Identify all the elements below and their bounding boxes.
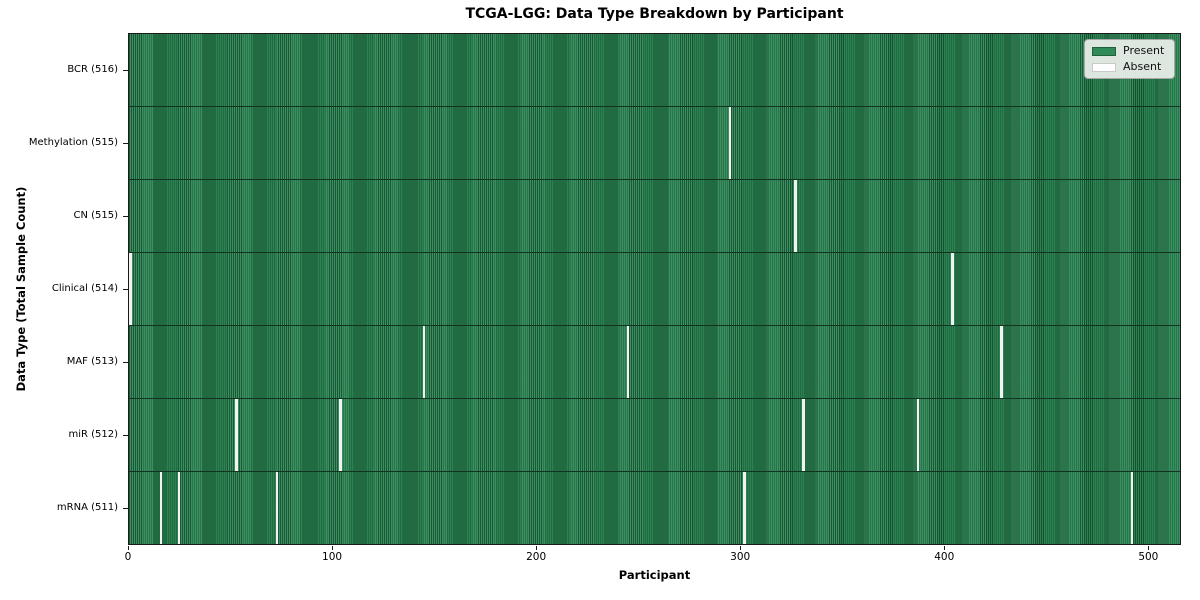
- absent-gap: [422, 326, 426, 398]
- heatmap-row-maf: [129, 325, 1180, 398]
- chart-title: TCGA-LGG: Data Type Breakdown by Partici…: [465, 6, 844, 22]
- absent-gap: [626, 326, 630, 398]
- y-tick-label: Methylation (515): [28, 136, 118, 148]
- x-tick-mark: [740, 546, 742, 550]
- legend-label-absent: Absent: [1123, 60, 1162, 73]
- x-tick-label: 400: [934, 551, 955, 563]
- absent-gap: [802, 399, 805, 471]
- absent-gap: [916, 399, 920, 471]
- legend: Present Absent: [1084, 39, 1175, 79]
- absent-gap: [1000, 326, 1003, 398]
- absent-gap: [339, 399, 342, 471]
- legend-swatch-absent-icon: [1092, 62, 1116, 72]
- y-tick-label: MAF (513): [66, 356, 118, 368]
- x-tick-label: 200: [526, 551, 547, 563]
- heatmap-row-cn: [129, 179, 1180, 252]
- absent-gap: [177, 472, 181, 544]
- absent-gap: [951, 253, 954, 325]
- plot-area: [128, 33, 1181, 545]
- y-tick-label: CN (515): [73, 209, 118, 221]
- y-tick-mark: [123, 289, 128, 290]
- heatmap-row-methylation: [129, 106, 1180, 179]
- y-tick-label: miR (512): [68, 429, 118, 441]
- x-tick-label: 500: [1138, 551, 1159, 563]
- x-tick-mark: [944, 546, 946, 550]
- legend-entry-absent: Absent: [1092, 61, 1167, 73]
- x-axis-label: Participant: [618, 568, 691, 582]
- x-tick-label: 100: [322, 551, 343, 563]
- absent-gap: [1130, 472, 1134, 544]
- x-tick-label: 300: [730, 551, 751, 563]
- absent-gap: [235, 399, 238, 471]
- x-tick-mark: [332, 546, 334, 550]
- heatmap-row-clinical: [129, 252, 1180, 325]
- x-tick-mark: [536, 546, 538, 550]
- absent-gap: [743, 472, 746, 544]
- x-tick-mark: [128, 546, 129, 550]
- y-tick-mark: [123, 362, 128, 364]
- legend-label-present: Present: [1123, 44, 1165, 57]
- y-tick-mark: [123, 215, 128, 217]
- y-tick-mark: [123, 508, 128, 510]
- absent-gap: [159, 472, 163, 544]
- absent-gap: [794, 180, 797, 252]
- heatmap-row-mir: [129, 398, 1180, 471]
- absent-gap: [129, 253, 132, 325]
- heatmap-row-mrna: [129, 471, 1180, 544]
- y-tick-mark: [123, 435, 128, 437]
- y-tick-label: mRNA (511): [56, 502, 118, 514]
- y-tick-mark: [123, 142, 128, 144]
- legend-swatch-present-icon: [1092, 46, 1116, 56]
- absent-gap: [728, 107, 732, 179]
- x-tick-label: 0: [124, 551, 132, 563]
- y-tick-label: Clinical (514): [51, 283, 118, 294]
- legend-entry-present: Present: [1092, 45, 1167, 57]
- y-tick-mark: [123, 69, 128, 71]
- heatmap-row-bcr: [129, 34, 1180, 106]
- absent-gap: [275, 472, 279, 544]
- x-tick-mark: [1148, 546, 1150, 550]
- y-tick-label: BCR (516): [67, 63, 118, 75]
